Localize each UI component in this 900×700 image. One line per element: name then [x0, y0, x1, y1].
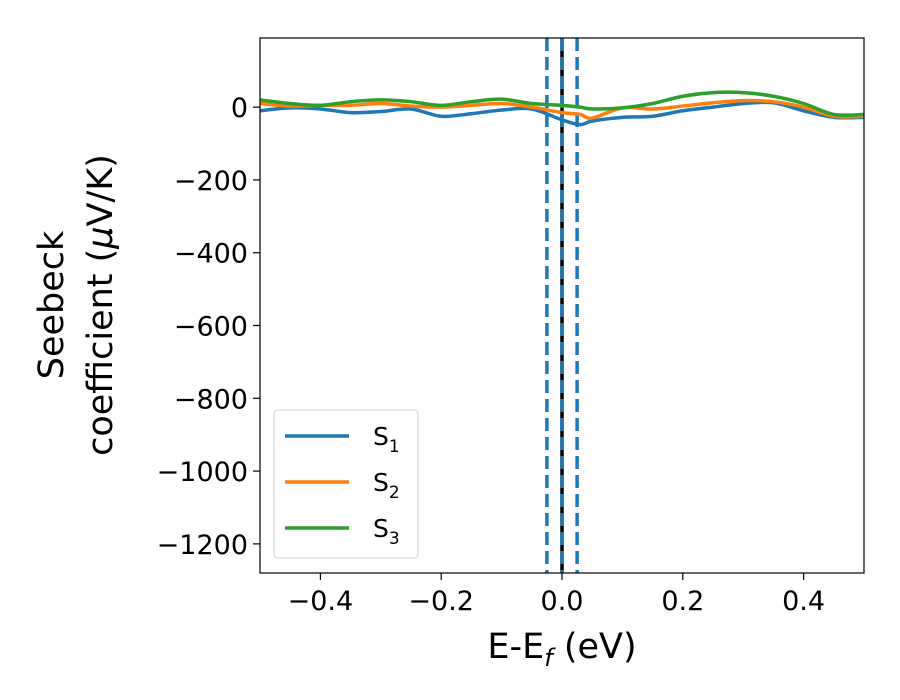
x-tick-label: 0.2 — [661, 586, 704, 617]
x-axis-title-tail: (eV) — [553, 627, 637, 667]
y-axis-title-line2: coefficient (μV/K) — [81, 154, 121, 456]
series-line-s3 — [260, 90, 864, 117]
y-tick-label: −600 — [174, 312, 248, 343]
series-lines — [260, 90, 864, 127]
legend-box — [273, 409, 419, 559]
y-axis-title-line1: Seebeck — [32, 230, 72, 379]
y-tick-label: −1200 — [157, 530, 248, 561]
y-tick-label: −200 — [174, 166, 248, 197]
x-axis-title: E-Ef (eV) — [487, 627, 636, 672]
y-tick-label: 0 — [231, 93, 248, 124]
y-tick-label: −1000 — [157, 457, 248, 488]
legend-label-s1: S1 — [373, 422, 400, 457]
legend: S1 S2 S3 — [273, 409, 419, 559]
vertical-lines — [545, 38, 579, 573]
x-tick-label: 0.0 — [541, 586, 584, 617]
x-tick-label: −0.2 — [408, 586, 474, 617]
legend-label-s2: S2 — [373, 468, 400, 503]
y-tick-label: −400 — [174, 239, 248, 270]
y-tick-label: −800 — [174, 384, 248, 415]
x-tick-label: −0.4 — [288, 586, 354, 617]
legend-label-s3: S3 — [373, 514, 400, 549]
y-axis-title-mu: μ — [81, 226, 121, 249]
series-line-s2 — [260, 98, 864, 121]
y-axis-title-tail: V/K) — [81, 154, 121, 226]
x-axis: −0.4 −0.2 0.0 0.2 0.4 — [288, 573, 825, 617]
y-axis: 0 −200 −400 −600 −800 −1000 −1200 — [157, 93, 260, 561]
x-tick-label: 0.4 — [782, 586, 825, 617]
